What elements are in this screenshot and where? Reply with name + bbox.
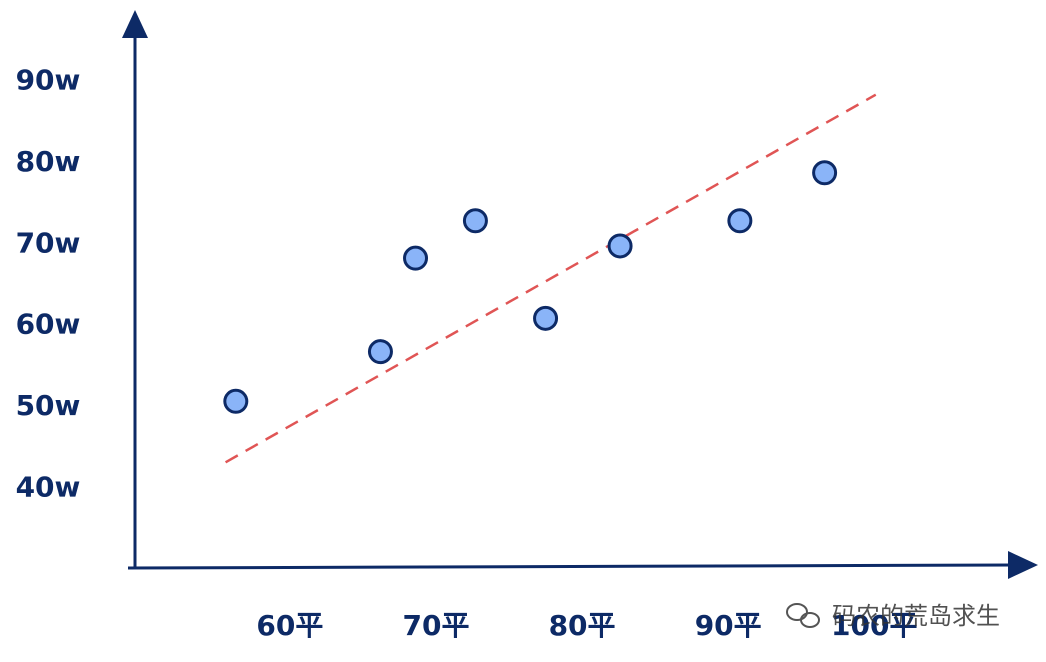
data-point xyxy=(533,305,559,331)
y-tick-label: 40w xyxy=(16,470,81,503)
x-tick-label: 60平 xyxy=(256,609,323,642)
watermark: 码农的荒岛求生 xyxy=(832,602,1000,630)
y-tick-label: 90w xyxy=(16,64,81,97)
data-point xyxy=(403,245,429,271)
data-point xyxy=(812,160,838,186)
y-tick-label: 50w xyxy=(16,389,81,422)
y-tick-label: 70w xyxy=(16,226,81,259)
watermark-icon xyxy=(786,603,820,628)
trend-line xyxy=(224,93,877,464)
y-tick-label: 80w xyxy=(16,145,81,178)
x-axis-arrow xyxy=(1008,551,1038,579)
data-point xyxy=(367,339,393,365)
data-point xyxy=(607,233,633,259)
data-point xyxy=(462,208,488,234)
x-tick-label: 70平 xyxy=(402,609,469,642)
y-axis-arrow xyxy=(122,10,148,38)
data-point xyxy=(727,208,753,234)
x-axis xyxy=(127,563,1016,570)
x-tick-label: 100平 xyxy=(831,609,917,642)
y-tick-label: 60w xyxy=(16,308,81,341)
x-tick-label: 90平 xyxy=(695,609,762,642)
data-point xyxy=(223,388,249,414)
x-tick-label: 80平 xyxy=(549,609,616,642)
